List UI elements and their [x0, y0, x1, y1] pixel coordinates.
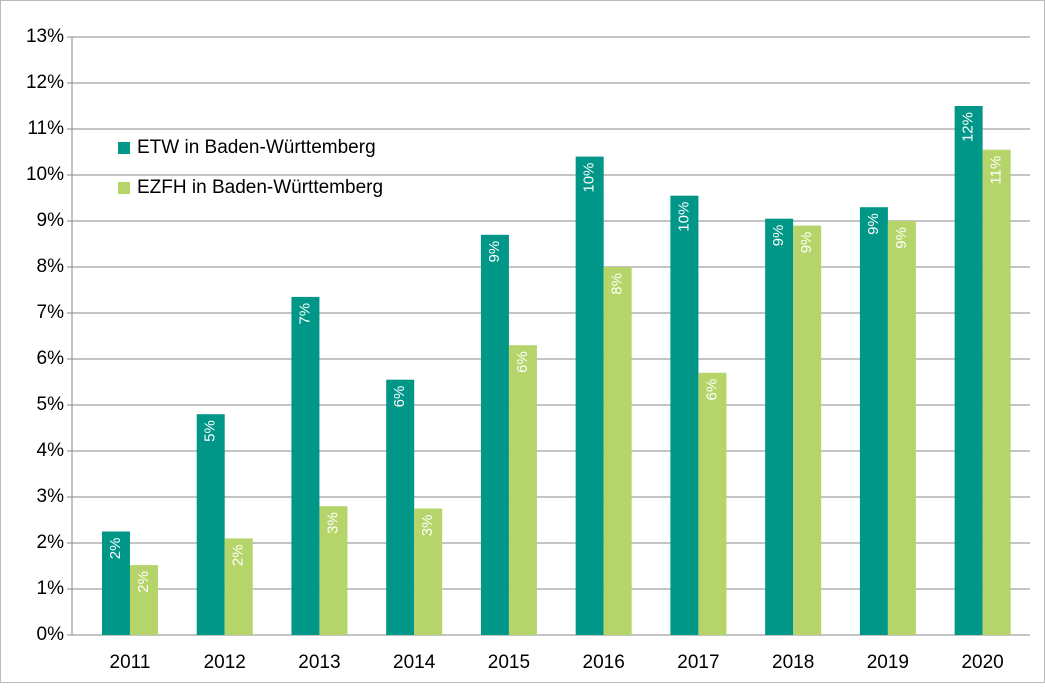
y-tick-label: 13% — [26, 26, 64, 47]
y-tick-label: 11% — [27, 118, 64, 139]
bar — [101, 531, 130, 635]
y-tick-label: 1% — [37, 578, 65, 599]
value-label: 7% — [296, 303, 313, 325]
value-label: 2% — [107, 538, 124, 560]
x-tick-label: 2020 — [961, 652, 1003, 673]
value-label: 2% — [230, 544, 247, 566]
y-tick-label: 6% — [37, 348, 65, 369]
x-tick-label: 2011 — [110, 652, 151, 673]
y-tick-label: 8% — [37, 256, 65, 277]
bar — [698, 372, 727, 635]
y-tick-label: 2% — [37, 532, 65, 553]
value-label: 9% — [865, 213, 882, 235]
value-label: 10% — [675, 202, 692, 232]
value-label: 8% — [609, 273, 626, 295]
x-tick-label: 2019 — [867, 652, 909, 673]
value-label: 9% — [486, 241, 503, 263]
value-label: 2% — [135, 571, 152, 593]
bar — [508, 345, 537, 635]
bar — [982, 149, 1011, 635]
value-label: 9% — [770, 225, 787, 247]
y-tick-label: 10% — [26, 164, 64, 185]
value-label: 3% — [324, 512, 341, 534]
bar — [319, 506, 348, 635]
bar — [603, 267, 632, 635]
y-tick-label: 5% — [37, 394, 65, 415]
legend-label: ETW in Baden-Württemberg — [137, 137, 376, 158]
bar — [793, 225, 822, 635]
value-label: 6% — [703, 379, 720, 401]
bar — [859, 207, 888, 635]
value-label: 10% — [581, 163, 598, 193]
y-tick-label: 4% — [37, 440, 65, 461]
x-tick-label: 2014 — [393, 652, 436, 673]
bar — [480, 234, 509, 636]
bar — [291, 296, 320, 635]
x-tick-label: 2013 — [298, 652, 340, 673]
value-label: 6% — [514, 351, 531, 373]
value-label: 12% — [960, 112, 977, 142]
value-label: 5% — [202, 420, 219, 442]
value-label: 3% — [419, 515, 436, 537]
legend-swatch — [118, 182, 130, 194]
bar — [386, 379, 415, 635]
y-tick-label: 9% — [37, 210, 65, 231]
bar — [196, 414, 225, 635]
value-label: 9% — [798, 232, 815, 254]
bar — [414, 508, 443, 635]
x-tick-label: 2018 — [772, 652, 814, 673]
legend-label: EZFH in Baden-Württemberg — [137, 177, 383, 198]
legend-swatch — [118, 142, 130, 154]
x-tick-label: 2015 — [488, 652, 530, 673]
bar — [887, 221, 916, 635]
bar — [224, 538, 253, 635]
value-label: 6% — [391, 386, 408, 408]
value-label: 9% — [893, 227, 910, 249]
x-tick-label: 2017 — [677, 652, 719, 673]
x-tick-label: 2012 — [204, 652, 246, 673]
bar — [765, 218, 794, 635]
y-tick-label: 7% — [37, 302, 65, 323]
bar — [954, 106, 983, 635]
y-tick-label: 12% — [26, 72, 64, 93]
y-tick-label: 0% — [37, 624, 65, 645]
y-tick-label: 3% — [37, 486, 65, 507]
value-label: 11% — [988, 156, 1005, 185]
x-tick-label: 2016 — [583, 652, 625, 673]
bar — [575, 156, 604, 635]
bar — [670, 195, 699, 635]
bar — [129, 565, 158, 635]
